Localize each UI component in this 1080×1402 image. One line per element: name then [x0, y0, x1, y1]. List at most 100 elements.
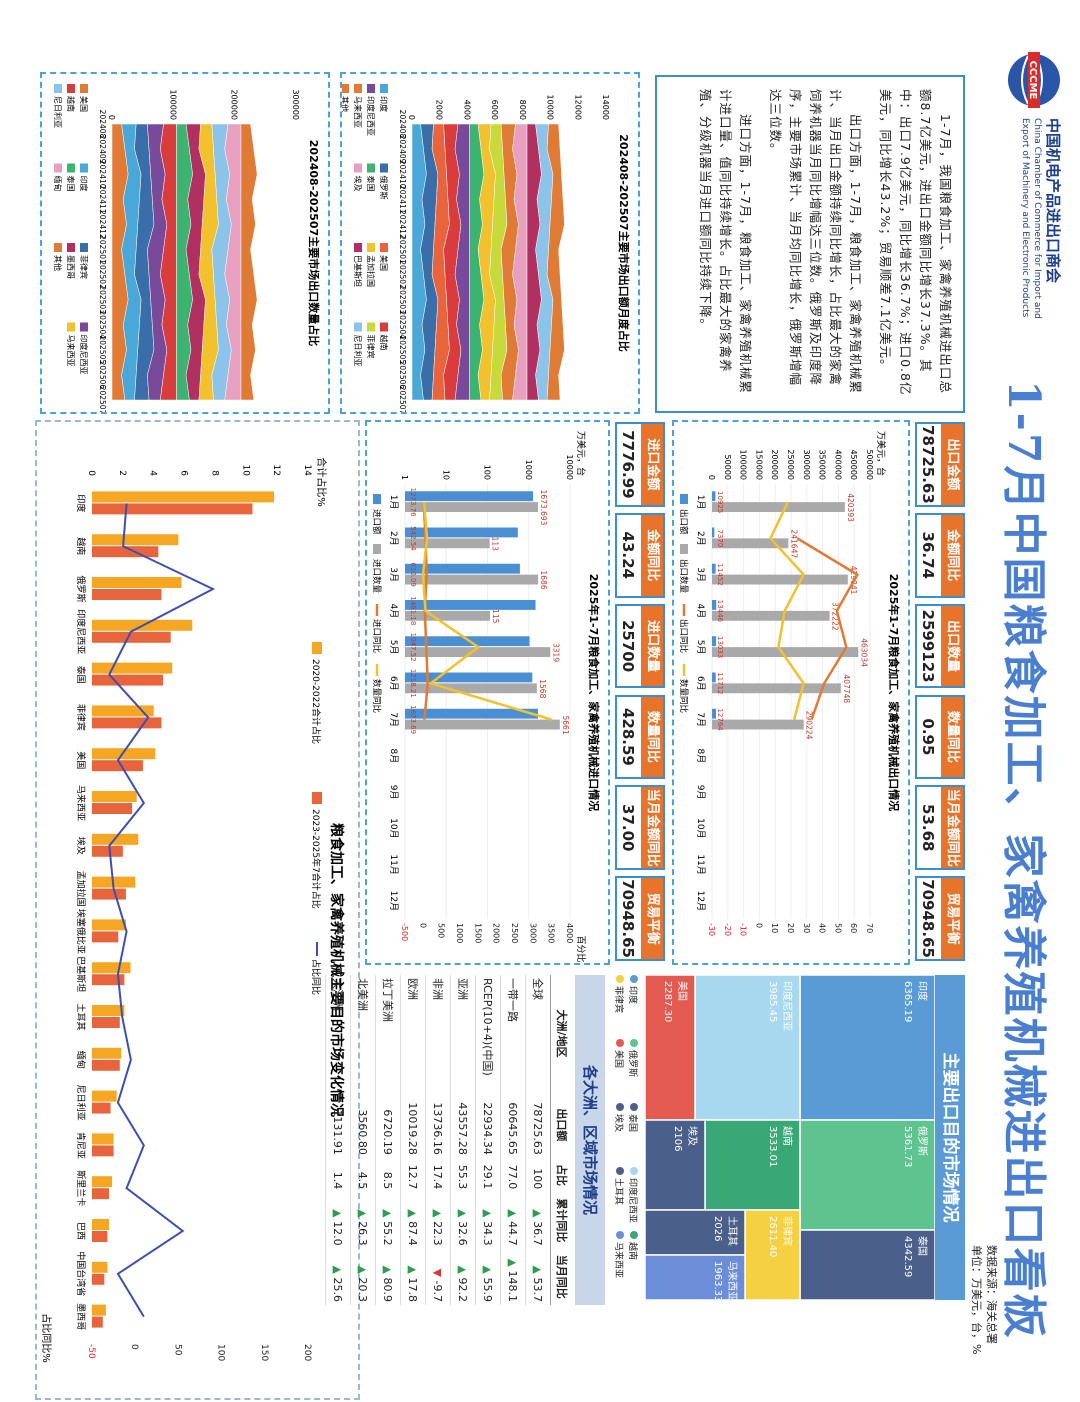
arrow-up-icon: ▲	[331, 1265, 345, 1278]
arrow-up-icon: ▲	[381, 1209, 395, 1222]
bar	[92, 760, 143, 772]
treemap-value: 6365.19	[902, 981, 913, 1022]
y-tick-label: 400000	[833, 449, 842, 480]
region-table-cell: ▲ 20.3	[350, 1248, 376, 1305]
region-table-cell: ▲ 34.3	[475, 1192, 501, 1249]
summary-paragraph-1: 1-7月，我国粮食加工、家禽养殖机械进出口总额8.7亿美元，进出口金额同比增长3…	[878, 89, 953, 396]
bar	[92, 577, 182, 589]
region-table-cell: 全球	[525, 975, 551, 1092]
region-table-cell: 29.1	[475, 1157, 501, 1193]
region-table-cell-text: 34.3	[481, 1221, 495, 1246]
legend-label: 尼日利亚	[353, 335, 363, 367]
legend-label: 马来西亚	[613, 1242, 623, 1279]
legend-label: 印度尼西亚	[79, 335, 89, 375]
series-line	[796, 537, 860, 721]
import-kpi-label: 贸易平衡	[641, 878, 663, 959]
bar	[405, 502, 538, 512]
region-table-cell: ▲ 55.9	[475, 1248, 501, 1305]
legend-dot	[616, 1231, 624, 1239]
bar	[91, 705, 154, 717]
chart-title: 202408-202507主要市场出口额月度占比	[617, 134, 631, 351]
bar	[404, 491, 534, 502]
y-tick-label: 0	[707, 475, 716, 480]
legend-swatch	[354, 163, 362, 173]
y2-tick-label: 2000	[492, 923, 501, 943]
y2-tick-label: 3500	[547, 923, 556, 943]
region-table-cell-text: 8.5	[381, 1171, 395, 1190]
region-table-cell: 欧洲	[400, 975, 426, 1092]
bar	[405, 708, 538, 719]
treemap-label: 土耳其	[726, 1216, 739, 1246]
y2-tick-label: 50	[172, 1344, 182, 1356]
treemap-label: 泰国	[916, 1236, 929, 1256]
y-tick-label: 0	[86, 470, 96, 476]
x-tick-label: 202502	[98, 260, 107, 289]
region-table-cell: 北美洲	[350, 975, 376, 1092]
bar	[92, 503, 253, 515]
data-label: 1568	[538, 679, 547, 698]
y2-tick-label: 500	[437, 923, 446, 938]
region-table-cell-text: 22.3	[431, 1221, 445, 1246]
x-tick-label: 肯尼亚	[75, 1132, 87, 1159]
region-table: 大洲/地区 出口额 占比 累计同比 当月同比 全球 78725.63 100 ▲ 36.7 ▲ …	[325, 975, 573, 1305]
treemap-value: 3985.45	[767, 981, 778, 1022]
region-table-cell-text: 13736.16	[431, 1102, 445, 1155]
region-table-cell: ▲ 36.7	[525, 1192, 551, 1249]
x-tick-label: 埃塞俄比亚	[75, 909, 87, 954]
x-tick-label: 9月	[695, 785, 706, 800]
y-tick-label: 1	[400, 475, 409, 480]
bar	[712, 563, 716, 574]
treemap-legend-item: 越南	[627, 1231, 640, 1260]
x-tick-label: 202408	[398, 110, 407, 139]
x-tick-label: 2月	[695, 531, 706, 546]
region-table-title: 各大洲、区域市场情况	[575, 975, 605, 1305]
region-table-cell: 12.7	[400, 1157, 426, 1193]
export-kpi-label: 当月金额同比	[941, 787, 963, 869]
region-table-header-cell: 累计同比	[550, 1192, 573, 1249]
bar	[92, 674, 163, 686]
region-table-cell-text: 36.7	[531, 1221, 545, 1246]
table-row: 拉丁美洲 6720.19 8.5 ▲ 55.2 ▲ 80.9	[375, 975, 401, 1305]
legend-label: 泰国	[66, 176, 76, 192]
y2-tick-label: -20	[723, 923, 732, 936]
x-tick-label: 孟加拉国	[75, 871, 87, 907]
region-table-cell: 22934.34	[475, 1091, 501, 1158]
y-tick-label: 10000	[565, 455, 574, 480]
data-label: 1218.21	[409, 669, 417, 698]
import-kpi-card: 数量同比 428.59	[615, 694, 665, 780]
region-table-cell-text: 77.0	[506, 1164, 520, 1190]
x-tick-label: 202408	[98, 110, 107, 139]
region-table-header: 大洲/地区 出口额 占比 累计同比 当月同比	[550, 975, 573, 1305]
summary-box: 1-7月，我国粮食加工、家禽养殖机械进出口总额8.7亿美元，进出口金额同比增长3…	[655, 75, 965, 413]
region-table-header-cell: 大洲/地区	[550, 975, 573, 1092]
region-table-cell-text: 北美洲	[356, 978, 369, 1011]
chart-title: 2025年1-7月粮食加工、家禽养殖机械出口情况	[887, 574, 901, 812]
bar	[711, 672, 716, 683]
export-kpi-label: 贸易平衡	[941, 878, 963, 959]
treemap-label: 印度	[916, 981, 929, 1001]
arrow-up-icon: ▲	[531, 1209, 545, 1222]
region-table-cell-text: 1131.91	[331, 1109, 345, 1155]
region-table-header-cell: 出口额	[550, 1091, 573, 1158]
x-tick-label: 202411	[398, 185, 407, 214]
series-line	[108, 503, 216, 1318]
legend-swatch	[67, 322, 75, 332]
legend-label: 菲律宾	[79, 255, 89, 279]
share-bar-line-chart: 粮食加工、家禽养殖机械主要目的市场变化情况 合计占比% 占比同比% 0 2 4 6 8 10 12…	[40, 457, 345, 1363]
import-kpi-value: 43.24	[619, 531, 637, 579]
table-row: 欧洲 10019.28 12.7 ▲ 87.4 ▲ 17.8	[400, 975, 426, 1305]
globe-logo-icon: CCCME	[1008, 52, 1060, 108]
y-tick-label: 4000	[462, 100, 471, 120]
region-table-cell-text: RCEP(10+4)(中国)	[481, 978, 494, 1076]
legend-label: 印度尼西亚	[366, 96, 376, 136]
region-table-cell-text: 非洲	[431, 978, 444, 1000]
legend-swatch	[312, 642, 322, 654]
region-table-cell-text: 60645.65	[506, 1102, 520, 1155]
legend-swatch	[354, 243, 362, 252]
x-tick-label: 202506	[98, 361, 107, 390]
treemap-cell	[799, 1119, 935, 1231]
region-table-cell: 6720.19	[375, 1091, 401, 1158]
x-tick-label: 中国台湾省	[75, 1251, 87, 1296]
treemap-value: 3533.01	[767, 1126, 778, 1167]
y2-tick-label: 1500	[473, 923, 482, 943]
